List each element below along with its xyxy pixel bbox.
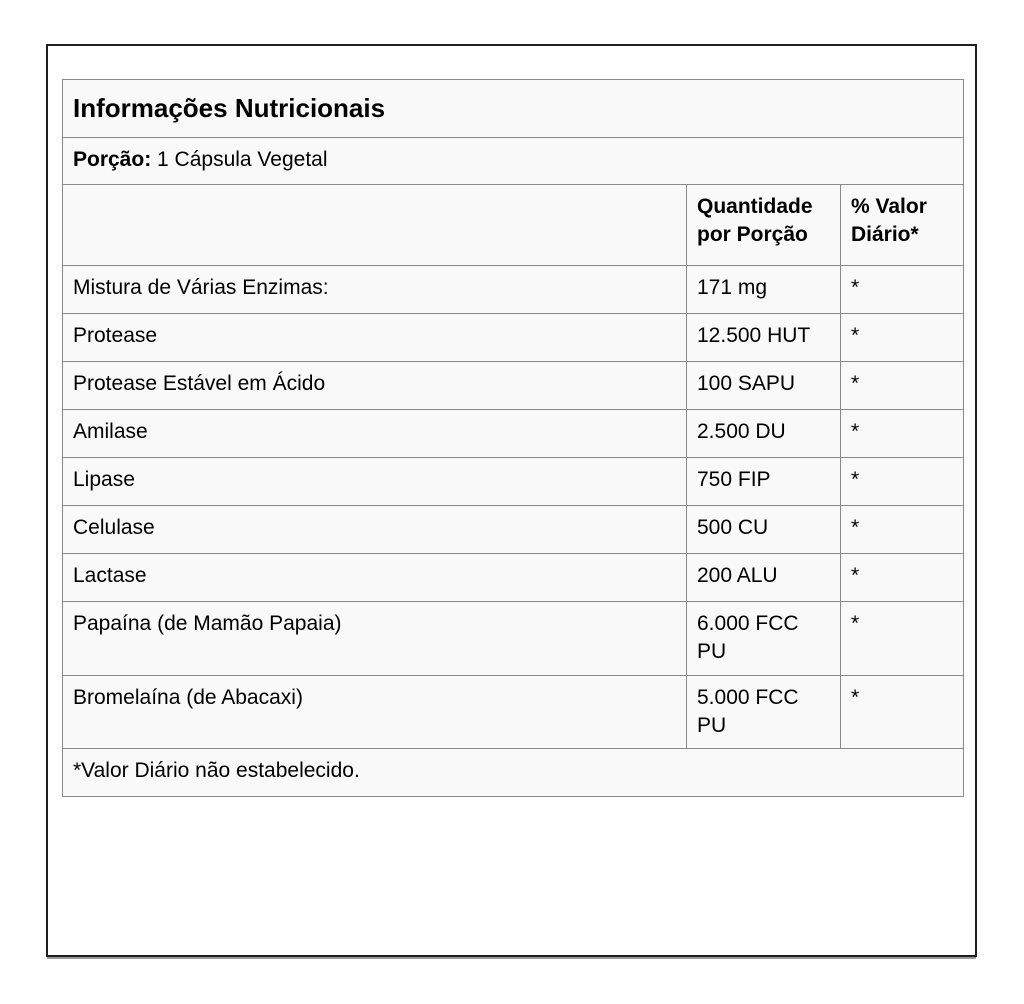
table-row: Papaína (de Mamão Papaia) 6.000 FCC PU *	[62, 601, 965, 676]
daily-value: *	[839, 265, 965, 315]
serving-cell: Porção: 1 Cápsula Vegetal	[61, 137, 965, 186]
table-row: Amilase 2.500 DU *	[62, 409, 965, 459]
table-title-row: Informações Nutricionais	[61, 78, 965, 139]
footnote-row: *Valor Diário não estabelecido.	[61, 748, 965, 798]
nutrition-facts-card: Informações Nutricionais Porção: 1 Cápsu…	[46, 44, 977, 957]
daily-value: *	[839, 409, 965, 459]
amount-value: 5.000 FCC PU	[686, 674, 841, 750]
serving-label: Porção:	[73, 148, 152, 172]
amount-value: 200 ALU	[686, 553, 841, 603]
serving-row: Porção: 1 Cápsula Vegetal	[61, 137, 965, 186]
nutrition-rows: Mistura de Várias Enzimas: 171 mg * Proteas…	[62, 265, 965, 750]
daily-value: *	[839, 553, 965, 603]
column-header-amount: Quantidade por Porção	[686, 184, 841, 267]
table-row: Bromelaína (de Abacaxi) 5.000 FCC PU *	[62, 674, 965, 750]
ingredient-name: Amilase	[62, 409, 687, 459]
amount-value: 171 mg	[686, 265, 841, 315]
nutrition-table: Informações Nutricionais Porção: 1 Cápsu…	[61, 78, 965, 798]
daily-value: *	[839, 313, 965, 363]
daily-value: *	[839, 361, 965, 411]
ingredient-name: Lipase	[62, 457, 687, 507]
table-row: Celulase 500 CU *	[62, 505, 965, 555]
amount-value: 100 SAPU	[686, 361, 841, 411]
nutrition-table-foot: *Valor Diário não estabelecido.	[61, 748, 965, 798]
amount-value: 500 CU	[686, 505, 841, 555]
daily-value: *	[839, 601, 965, 676]
table-title: Informações Nutricionais	[61, 78, 965, 139]
ingredient-name: Bromelaína (de Abacaxi)	[62, 674, 687, 750]
table-row: Lipase 750 FIP *	[62, 457, 965, 507]
nutrition-table-head: Informações Nutricionais Porção: 1 Cápsu…	[61, 78, 965, 267]
daily-value: *	[839, 674, 965, 750]
column-header-empty	[62, 184, 687, 267]
ingredient-name: Protease	[62, 313, 687, 363]
column-header-daily-value: % Valor Diário*	[839, 184, 965, 267]
amount-value: 12.500 HUT	[686, 313, 841, 363]
amount-value: 6.000 FCC PU	[686, 601, 841, 676]
serving-value: 1 Cápsula Vegetal	[157, 148, 328, 172]
ingredient-name: Protease Estável em Ácido	[62, 361, 687, 411]
amount-value: 750 FIP	[686, 457, 841, 507]
daily-value: *	[839, 505, 965, 555]
ingredient-name: Papaína (de Mamão Papaia)	[62, 601, 687, 676]
table-row: Protease 12.500 HUT *	[62, 313, 965, 363]
table-row: Mistura de Várias Enzimas: 171 mg *	[62, 265, 965, 315]
ingredient-name: Mistura de Várias Enzimas:	[62, 265, 687, 315]
ingredient-name: Lactase	[62, 553, 687, 603]
amount-value: 2.500 DU	[686, 409, 841, 459]
table-row: Protease Estável em Ácido 100 SAPU *	[62, 361, 965, 411]
daily-value: *	[839, 457, 965, 507]
column-header-row: Quantidade por Porção % Valor Diário*	[62, 184, 965, 267]
table-row: Lactase 200 ALU *	[62, 553, 965, 603]
ingredient-name: Celulase	[62, 505, 687, 555]
footnote-text: *Valor Diário não estabelecido.	[61, 748, 965, 798]
